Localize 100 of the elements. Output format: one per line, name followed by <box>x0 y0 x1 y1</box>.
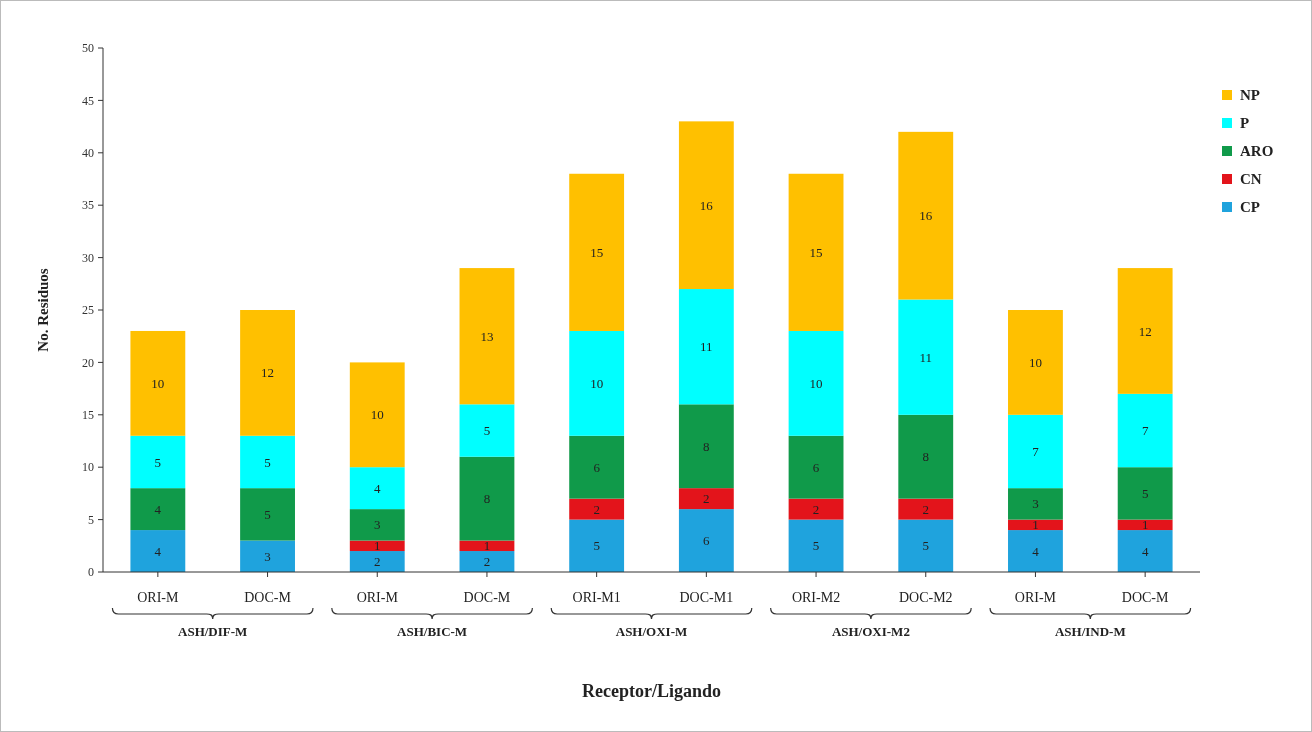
x-tick-label: DOC-M <box>1121 590 1170 605</box>
bar <box>788 519 844 572</box>
data-label: 4 <box>1141 543 1149 559</box>
data-label: 5 <box>593 538 600 554</box>
x-tick-label: ORI-M <box>137 590 180 605</box>
data-label: 11 <box>919 349 933 365</box>
data-label: 16 <box>919 208 933 224</box>
x-tick-label: ORI-M <box>356 590 399 605</box>
bar <box>678 509 734 572</box>
y-tick-label: 5 <box>88 512 94 527</box>
data-label: 1 <box>1032 517 1039 533</box>
bar <box>678 289 734 405</box>
text: ASH/DIF-M <box>178 624 248 639</box>
bar <box>349 467 405 510</box>
x-tick-label: DOC-M <box>244 590 292 605</box>
data-label: 5 <box>264 506 271 522</box>
data-label: 1 <box>1141 517 1149 533</box>
bar <box>898 299 954 415</box>
bar <box>349 540 405 552</box>
data-label: 15 <box>590 244 604 260</box>
bar <box>1117 393 1173 468</box>
data-label: 8 <box>703 438 710 454</box>
data-label: 6 <box>703 533 711 549</box>
y-tick-label: 0 <box>88 565 94 580</box>
data-label: 8 <box>922 449 929 465</box>
data-label: 12 <box>1138 323 1152 339</box>
x-tick-label: DOC-M1 <box>679 590 734 605</box>
bar <box>898 519 954 572</box>
data-label: 15 <box>809 244 823 260</box>
bar <box>240 488 295 541</box>
legend-label: CP <box>1240 199 1260 216</box>
data-label: 7 <box>1141 423 1149 439</box>
bar <box>1117 268 1173 394</box>
bar <box>130 435 186 489</box>
data-label: 2 <box>812 501 820 517</box>
data-label: 5 <box>483 423 491 439</box>
bar <box>788 435 844 499</box>
bar <box>459 404 515 457</box>
legend-label: ARO <box>1240 143 1274 160</box>
bar <box>349 551 405 572</box>
data-label: 4 <box>374 480 381 496</box>
data-label: 13 <box>480 328 494 344</box>
bar <box>1117 467 1173 520</box>
data-label: 5 <box>812 538 820 554</box>
data-label: 10 <box>809 375 823 391</box>
data-label: 10 <box>1028 354 1042 370</box>
bar <box>459 540 515 552</box>
bar <box>459 268 515 405</box>
data-label: 16 <box>699 197 714 213</box>
legend-label: P <box>1240 115 1250 132</box>
data-label: 10 <box>151 375 165 391</box>
y-tick-label: 35 <box>82 198 94 213</box>
data-label: 5 <box>1141 485 1149 501</box>
text: ASH/BIC-M <box>397 624 468 639</box>
bar <box>1117 519 1173 531</box>
bar <box>240 435 295 489</box>
y-tick-label: 40 <box>82 146 94 160</box>
data-label: 2 <box>922 501 929 517</box>
data-label: 4 <box>1032 543 1040 559</box>
y-tick-label: 45 <box>82 93 94 108</box>
data-label: 1 <box>374 538 381 554</box>
bar <box>569 435 625 499</box>
bar <box>569 519 625 572</box>
bar <box>1008 310 1063 415</box>
bar <box>240 540 295 572</box>
bar <box>1008 488 1063 520</box>
text: ASH/OXI-M <box>615 624 688 639</box>
data-label: 6 <box>593 459 601 475</box>
x-tick-label: ORI-M <box>1014 590 1057 605</box>
bar <box>678 488 734 510</box>
legend-label: CN <box>1240 171 1262 188</box>
bar <box>130 330 186 436</box>
data-label: 3 <box>264 548 271 564</box>
bar <box>130 488 186 531</box>
bar <box>678 121 734 290</box>
data-label: 3 <box>374 517 381 533</box>
y-tick-label: 15 <box>82 408 94 422</box>
data-label: 5 <box>922 538 929 554</box>
bar <box>459 456 515 541</box>
y-tick-label: 50 <box>82 41 94 56</box>
data-label: 12 <box>261 365 275 381</box>
bar <box>349 362 405 468</box>
x-axis-title: Receptor/Ligando <box>582 681 721 701</box>
bar <box>788 498 844 520</box>
bar <box>898 414 954 499</box>
data-label: 2 <box>483 554 491 570</box>
data-label: 1 <box>483 538 491 554</box>
data-label: 5 <box>154 454 162 470</box>
data-label: 10 <box>590 375 604 391</box>
bar <box>898 131 954 300</box>
bar <box>569 330 625 436</box>
data-label: 8 <box>483 491 491 507</box>
data-label: 4 <box>154 501 162 517</box>
data-label: 10 <box>370 407 384 423</box>
bar <box>1008 519 1063 531</box>
text: ASH/IND-M <box>1054 624 1126 639</box>
data-label: 4 <box>154 543 162 559</box>
data-label: 11 <box>700 339 713 355</box>
bar <box>349 509 405 541</box>
bar <box>569 173 625 331</box>
